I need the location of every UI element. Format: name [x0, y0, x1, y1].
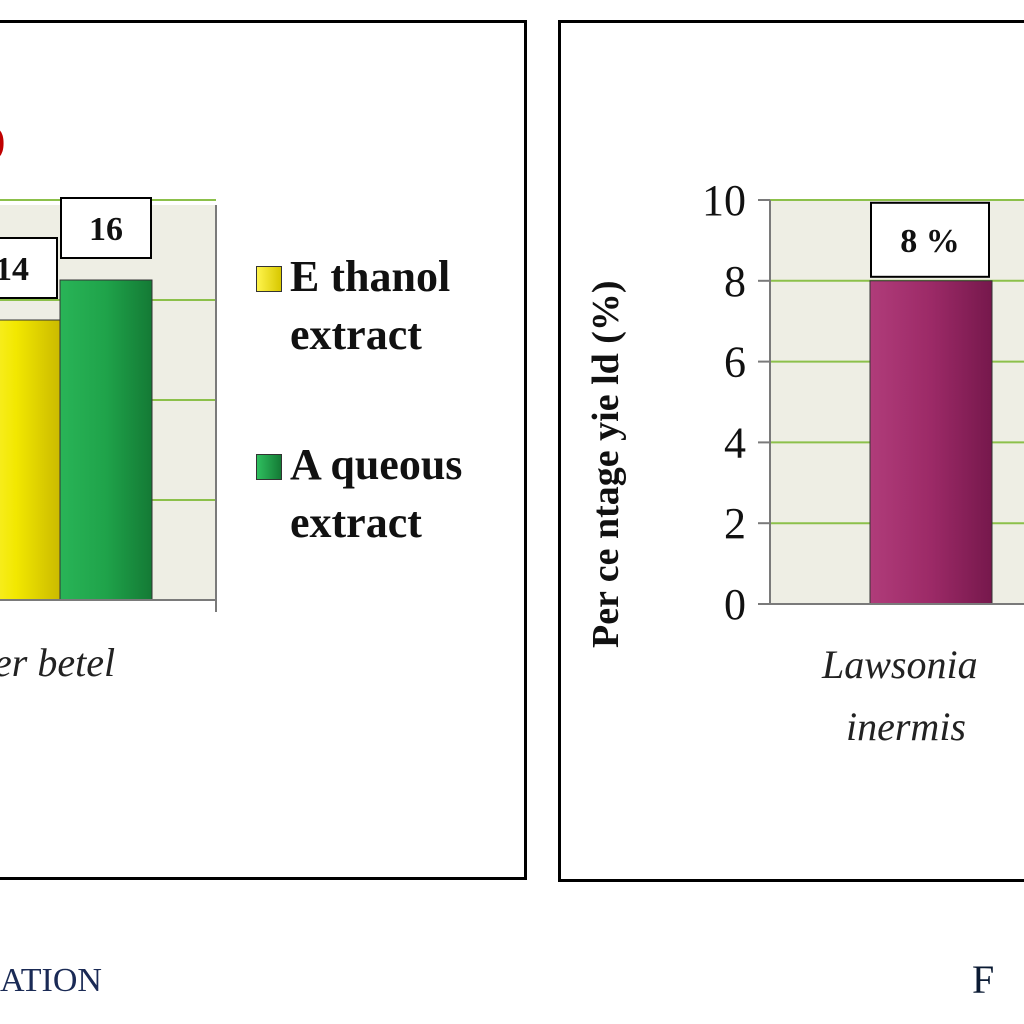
left-data-label-box: [60, 197, 152, 259]
right-bar-lawsonia: [869, 280, 993, 605]
right-y-tick-label: 10: [702, 176, 746, 225]
right-y-axis-label: Per ce ntage yie ld (%): [585, 280, 627, 648]
legend-label-ethanol: E thanol extract: [290, 252, 451, 359]
left-bar-aqueous: [59, 279, 153, 601]
left-data-label: 14: [0, 251, 29, 288]
left-figure-caption: ATION: [0, 962, 102, 999]
right-y-tick-label: 0: [724, 580, 746, 629]
left-category-label: er betel: [0, 640, 116, 685]
right-y-tick-label: 4: [724, 418, 746, 467]
right-figure-caption: F: [972, 957, 995, 1002]
right-y-tick-label: 8: [724, 257, 746, 306]
left-bar-ethanol: [0, 319, 63, 601]
left-data-label: 16: [89, 211, 123, 248]
right-y-tick-label: 2: [724, 499, 746, 548]
right-data-label-box: [870, 201, 990, 278]
legend-label-aqueous: A queous extract: [290, 440, 463, 547]
left-data-label-box: [0, 237, 58, 299]
legend-swatch-aqueous: [256, 454, 282, 480]
legend-swatch-ethanol: [256, 266, 282, 292]
right-category-label-line1: Lawsonia: [822, 642, 978, 687]
right-category-label-line2: inermis: [846, 704, 966, 749]
left-chart-title-fragment: ): [0, 116, 5, 163]
right-data-label: 8 %: [900, 223, 960, 260]
right-y-tick-label: 6: [724, 338, 746, 387]
